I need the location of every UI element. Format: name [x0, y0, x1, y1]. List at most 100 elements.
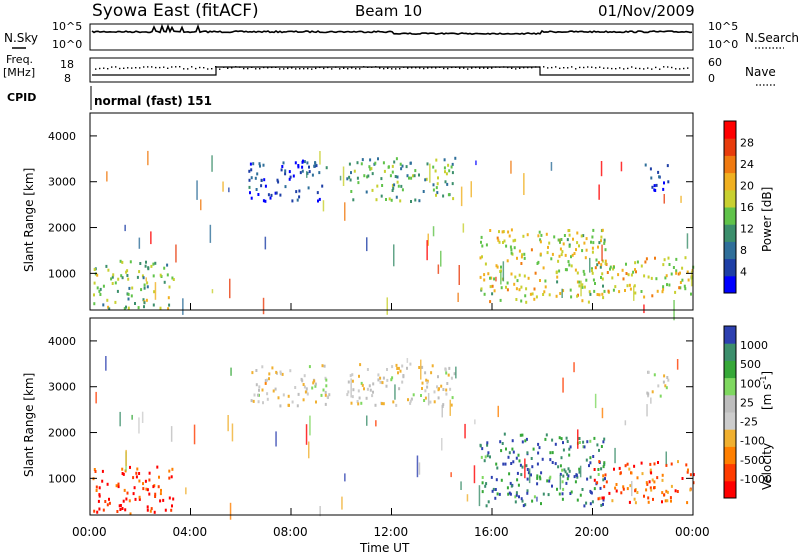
data-cell	[515, 491, 518, 495]
data-cell	[388, 197, 391, 201]
data-cell	[679, 281, 682, 284]
data-cell	[143, 286, 146, 290]
data-cell	[592, 455, 595, 458]
colorbar-tick-label: 1000	[740, 339, 768, 352]
data-cell	[672, 266, 675, 269]
data-cell	[663, 374, 666, 378]
data-cell	[598, 496, 601, 500]
data-cell	[280, 168, 283, 172]
data-cell	[302, 383, 305, 386]
data-cell	[125, 497, 128, 501]
data-cell	[521, 465, 524, 469]
data-cell	[526, 489, 529, 493]
data-streak	[440, 250, 442, 267]
data-cell	[539, 252, 542, 256]
nave-dot	[139, 67, 141, 69]
data-cell	[625, 262, 627, 266]
data-cell	[563, 468, 566, 472]
data-cell	[650, 276, 653, 280]
data-cell	[602, 496, 605, 500]
data-cell	[679, 271, 681, 275]
data-cell	[568, 233, 571, 237]
data-cell	[447, 373, 450, 377]
data-cell	[254, 176, 257, 180]
data-cell	[575, 248, 577, 252]
nave-dot	[495, 66, 497, 68]
data-streak	[460, 186, 463, 207]
nave-dot	[415, 67, 417, 69]
data-cell	[640, 290, 643, 293]
data-cell	[589, 292, 592, 296]
data-cell	[574, 480, 577, 484]
data-cell	[666, 499, 669, 503]
nave-dot	[551, 66, 553, 69]
data-cell	[649, 167, 652, 171]
data-cell	[95, 489, 98, 492]
data-cell	[291, 199, 294, 203]
data-cell	[325, 378, 328, 382]
data-cell	[501, 442, 504, 445]
data-cell	[597, 497, 600, 501]
nave-dot	[683, 67, 685, 70]
data-cell	[412, 174, 414, 178]
colorbar-swatch	[724, 394, 736, 413]
data-cell	[602, 440, 605, 444]
colorbar-tick-label: 25	[740, 396, 754, 409]
data-cell	[316, 191, 319, 195]
x-tick-label: 08:00	[273, 525, 308, 539]
data-cell	[303, 374, 306, 378]
data-streak	[580, 280, 582, 297]
data-cell	[580, 234, 583, 238]
nave-dot	[351, 67, 353, 69]
data-streak	[150, 231, 152, 245]
data-cell	[617, 273, 620, 277]
data-cell	[629, 287, 632, 291]
data-cell	[429, 400, 432, 404]
data-cell	[559, 472, 562, 476]
nave-dot	[471, 67, 473, 69]
data-cell	[683, 284, 686, 288]
data-cell	[395, 403, 398, 407]
data-cell	[127, 277, 130, 281]
data-cell	[512, 239, 515, 243]
y-tick-label: 1000	[48, 472, 76, 485]
data-cell	[569, 288, 572, 292]
data-cell	[684, 287, 687, 291]
nave-dot	[635, 67, 637, 69]
data-cell	[615, 483, 618, 486]
data-cell	[518, 249, 521, 253]
data-cell	[624, 464, 627, 468]
data-cell	[481, 476, 484, 479]
data-cell	[578, 280, 581, 284]
data-cell	[659, 394, 662, 398]
data-cell	[93, 281, 96, 285]
data-cell	[112, 273, 115, 277]
data-cell	[633, 284, 636, 288]
data-cell	[689, 473, 692, 477]
nave-dot	[531, 67, 533, 69]
data-cell	[651, 390, 654, 394]
data-cell	[363, 387, 365, 391]
data-cell	[647, 392, 650, 396]
data-cell	[662, 187, 665, 191]
data-cell	[565, 481, 568, 485]
data-streak	[366, 415, 368, 426]
data-cell	[566, 440, 569, 443]
data-streak	[306, 171, 308, 178]
data-cell	[445, 388, 448, 392]
data-streak	[524, 458, 526, 479]
data-streak	[342, 166, 345, 186]
y-tick-label: 4000	[48, 335, 76, 348]
nave-dot	[687, 67, 689, 69]
data-cell	[348, 162, 351, 166]
nave-dot	[307, 67, 309, 70]
data-cell	[314, 162, 317, 166]
data-cell	[94, 272, 97, 276]
data-streak	[175, 244, 177, 263]
data-cell	[351, 395, 354, 399]
data-streak	[502, 261, 505, 282]
data-cell	[568, 229, 571, 232]
data-cell	[276, 178, 279, 182]
data-cell	[686, 501, 689, 505]
nave-dot	[147, 66, 149, 68]
